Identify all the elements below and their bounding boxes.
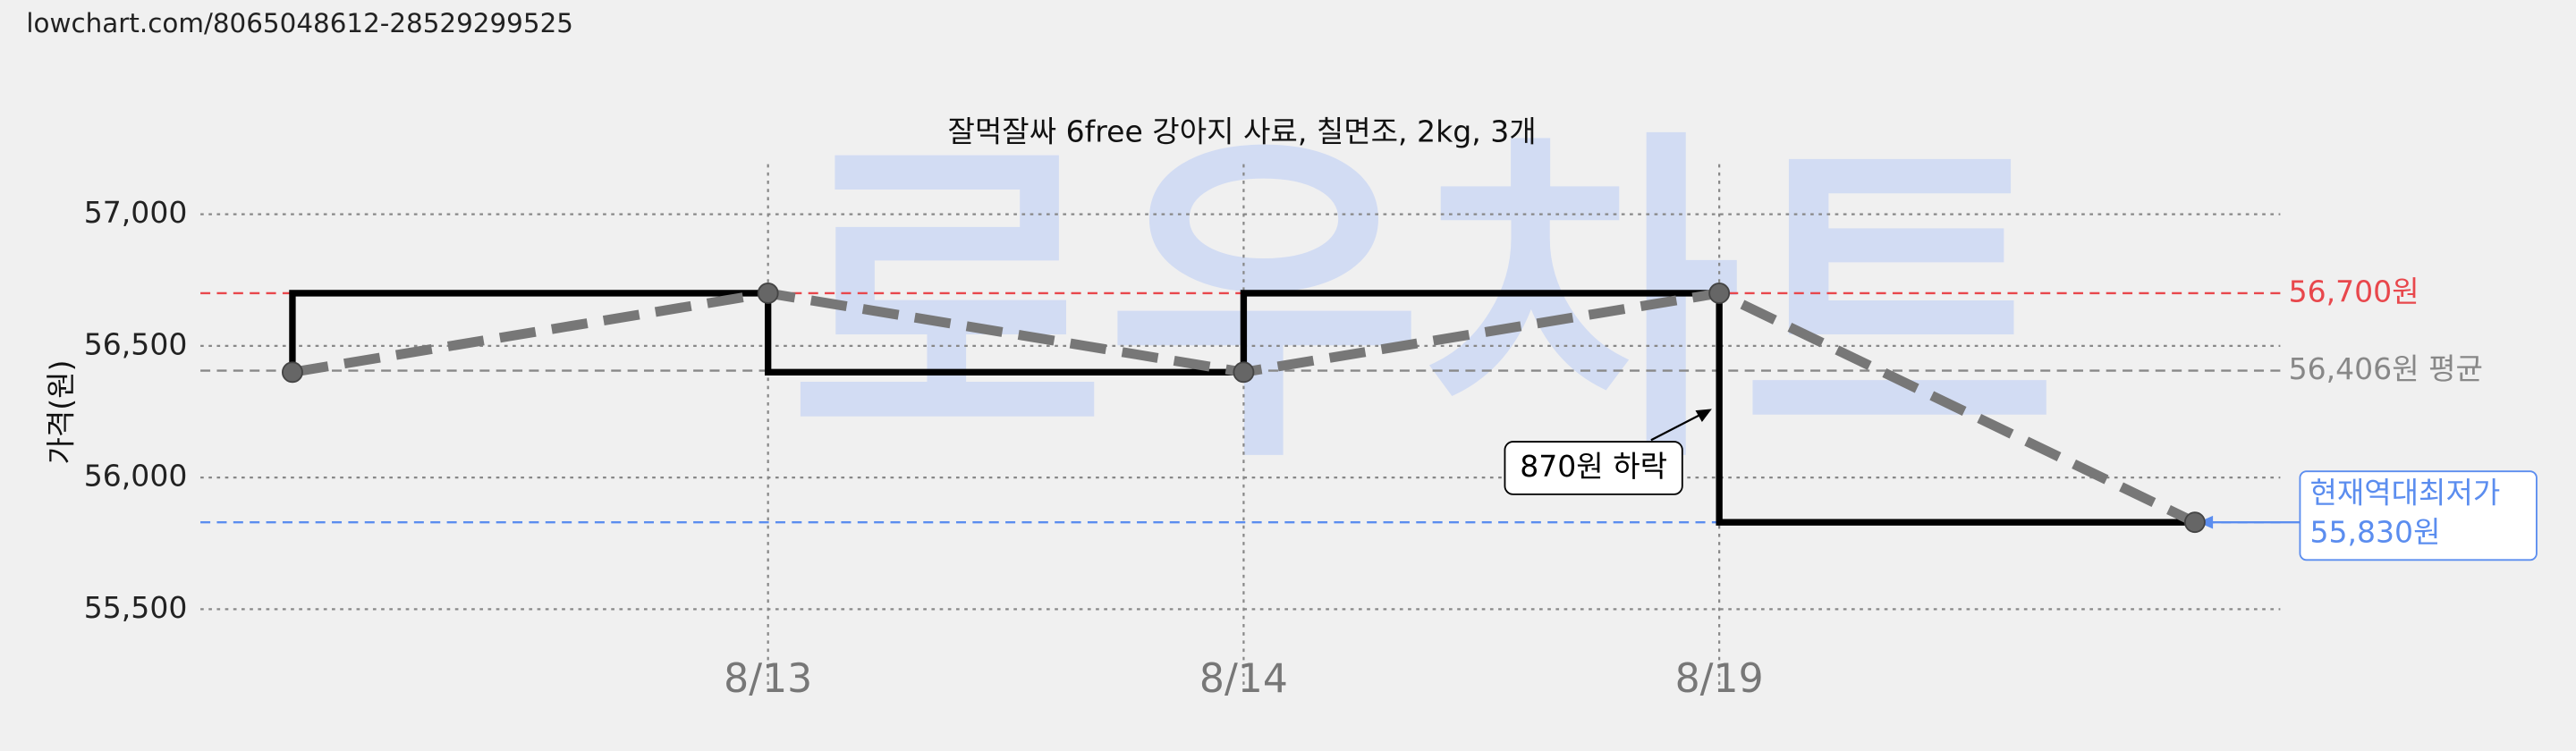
reference-label: 56,406원 평균 [2289,351,2483,386]
x-tick-label: 8/19 [1675,656,1764,702]
point [282,361,303,384]
y-tick-label: 57,000 [84,195,188,230]
chart-title: 잘먹잘싸 6free 강아지 사료, 칠면조, 2kg, 3개 [948,114,1537,148]
reference-title: 현재역대최저가 [2309,475,2500,510]
reference-label: 56,700원 [2289,274,2419,308]
point [1708,283,1731,304]
annotation: 870원 하락 [1520,449,1667,484]
y-tick-label: 55,500 [84,590,188,625]
url: lowchart.com/8065048612-28529299525 [26,8,573,38]
annotation-arrow-head [1695,409,1712,423]
y-axis-label: 가격(원) [43,360,78,465]
reference-label: 55,830원 [2309,514,2440,549]
y-tick-label: 56,500 [84,326,188,361]
point [1233,361,1255,384]
y-tick-label: 56,000 [84,459,188,494]
watermark: 로우차트 [789,103,2058,504]
annotation-arrow [1650,412,1703,442]
x-tick-label: 8/13 [724,656,812,702]
annotation-box [1504,441,1683,495]
point [757,283,779,304]
reference-box [2299,470,2538,561]
point [2183,511,2206,534]
x-tick-label: 8/14 [1199,656,1288,702]
